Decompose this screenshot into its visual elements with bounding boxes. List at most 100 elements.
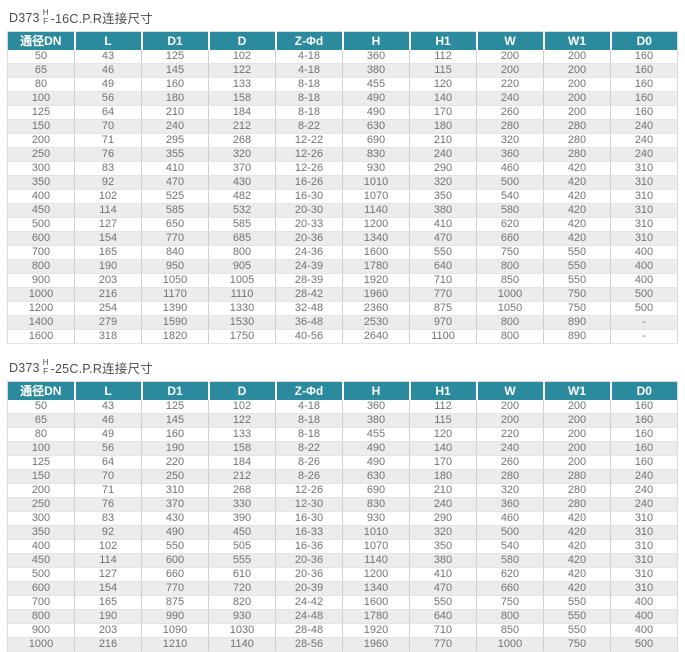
table-row: 1400 279 1590 1530 36-48 2530 970 800 890- bbox=[7, 315, 678, 330]
table-cell: 770 bbox=[409, 287, 477, 302]
table-cell: 240 bbox=[610, 469, 678, 484]
table-cell: 160 bbox=[610, 413, 678, 428]
table-cell: 145 bbox=[141, 63, 209, 78]
table-cell: 180 bbox=[409, 469, 477, 484]
table-cell: 56 bbox=[74, 91, 142, 106]
table-cell: 240 bbox=[610, 483, 678, 498]
table-cell: 1090 bbox=[141, 623, 209, 638]
table-row: 450 114 600 555 20-36 1140 380 580 420 310 bbox=[7, 553, 678, 568]
table-cell: 254 bbox=[74, 301, 142, 316]
table-cell: 133 bbox=[208, 77, 276, 92]
table-cell: 268 bbox=[208, 483, 276, 498]
table-cell: 49 bbox=[74, 427, 142, 442]
table-row: 500 127 660 610 20-36 1200 410 620 420 310 bbox=[7, 567, 678, 582]
table-cell: 158 bbox=[208, 91, 276, 106]
table-cell: 450 bbox=[7, 203, 75, 218]
table-cell: 279 bbox=[74, 315, 142, 330]
table-row: 1000 216 1210 1140 28-56 1960 770 1000 750 500 bbox=[7, 637, 678, 652]
table-cell: 1920 bbox=[342, 623, 410, 638]
title-suffix-text: -25C.P.R连接尺寸 bbox=[50, 362, 153, 376]
table-cell: 24-42 bbox=[275, 595, 343, 610]
table-row: 350 92 490 450 16-33 1010 320 500 420 310 bbox=[7, 525, 678, 540]
table-cell: 210 bbox=[141, 105, 209, 120]
table-cell: 43 bbox=[74, 50, 142, 64]
table-cell: 280 bbox=[476, 119, 544, 134]
table-cell: 830 bbox=[342, 497, 410, 512]
table-cell: 102 bbox=[74, 189, 142, 204]
table-cell: 650 bbox=[141, 217, 209, 232]
table-cell: 525 bbox=[141, 189, 209, 204]
table-cell: 200 bbox=[543, 427, 611, 442]
table-cell: 170 bbox=[409, 455, 477, 470]
table-cell: 260 bbox=[476, 105, 544, 120]
table-cell: 640 bbox=[409, 609, 477, 624]
table-cell: 1750 bbox=[208, 329, 276, 344]
table-row: 700 165 840 800 24-36 1600 550 750 550 400 bbox=[7, 245, 678, 260]
table-cell: 1170 bbox=[141, 287, 209, 302]
table-cell: 550 bbox=[543, 273, 611, 288]
table-cell: 76 bbox=[74, 147, 142, 162]
table-cell: 1820 bbox=[141, 329, 209, 344]
table-cell: 400 bbox=[7, 189, 75, 204]
table-cell: 150 bbox=[7, 469, 75, 484]
table-cell: 240 bbox=[610, 133, 678, 148]
table-cell: 200 bbox=[543, 91, 611, 106]
table-cell: 1000 bbox=[476, 637, 544, 652]
table-cell: 4-18 bbox=[275, 50, 343, 64]
table-row: 200 71 310 268 12-26 690 210 320 280 240 bbox=[7, 483, 678, 498]
table-cell: 610 bbox=[208, 567, 276, 582]
table-cell: 470 bbox=[141, 175, 209, 190]
table-row: 900 203 1090 1030 28-48 1920 710 850 550 400 bbox=[7, 623, 678, 638]
column-header: Z-Φd bbox=[274, 381, 343, 400]
table-cell: 470 bbox=[409, 231, 477, 246]
table-cell: 350 bbox=[7, 525, 75, 540]
table-cell: 370 bbox=[141, 497, 209, 512]
table-cell: 600 bbox=[141, 553, 209, 568]
table-cell: 890 bbox=[543, 315, 611, 330]
table-cell: 500 bbox=[610, 301, 678, 316]
table-cell: 250 bbox=[7, 147, 75, 162]
table-cell: 16-33 bbox=[275, 525, 343, 540]
table-cell: 1390 bbox=[141, 301, 209, 316]
table-cell: 8-22 bbox=[275, 441, 343, 456]
table-cell: 300 bbox=[7, 161, 75, 176]
table-cell: 8-18 bbox=[275, 105, 343, 120]
table-row: 65 46 145 122 4-18 380 115 200 200 160 bbox=[7, 63, 678, 78]
table-cell: 200 bbox=[476, 50, 544, 64]
table-cell: 180 bbox=[141, 91, 209, 106]
table-cell: 280 bbox=[543, 483, 611, 498]
table-row: 125 64 220 184 8-26 490 170 260 200 160 bbox=[7, 455, 678, 470]
table-cell: 875 bbox=[141, 595, 209, 610]
table-cell: 49 bbox=[74, 77, 142, 92]
table-cell: 800 bbox=[476, 315, 544, 330]
table-cell: 290 bbox=[409, 161, 477, 176]
table-cell: 160 bbox=[610, 50, 678, 64]
table-cell: 770 bbox=[409, 637, 477, 652]
table-cell: 320 bbox=[409, 175, 477, 190]
table-cell: 100 bbox=[7, 441, 75, 456]
table-cell: 200 bbox=[7, 133, 75, 148]
table-row: 1200 254 1390 1330 32-48 2360 875 1050 750 500 bbox=[7, 301, 678, 316]
table-cell: 420 bbox=[543, 553, 611, 568]
table-cell: 550 bbox=[409, 245, 477, 260]
table-cell: 200 bbox=[543, 400, 611, 414]
table-cell: 420 bbox=[543, 567, 611, 582]
table-cell: 660 bbox=[476, 231, 544, 246]
table-cell: 43 bbox=[74, 400, 142, 414]
table-cell: 555 bbox=[208, 553, 276, 568]
table-cell: 145 bbox=[141, 413, 209, 428]
table-row: 50 43 125 102 4-18 360 112 200 200 160 bbox=[7, 50, 678, 64]
column-header: W bbox=[475, 31, 544, 50]
table-cell: 710 bbox=[409, 623, 477, 638]
table-cell: 800 bbox=[476, 609, 544, 624]
table-cell: 320 bbox=[409, 525, 477, 540]
column-header: H1 bbox=[408, 381, 477, 400]
table-cell: 210 bbox=[409, 133, 477, 148]
table-row: 400 102 525 482 16-30 1070 350 540 420 310 bbox=[7, 189, 678, 204]
table-cell: 112 bbox=[409, 400, 477, 414]
table-cell: 220 bbox=[476, 427, 544, 442]
table-cell: 800 bbox=[208, 245, 276, 260]
table-cell: 133 bbox=[208, 427, 276, 442]
title-sub: F bbox=[43, 16, 49, 26]
dimension-table-pn25: 通径DN L D1 D Z-Φd H H1 W W1 D0 50 43 125 102 4-18 360 11… bbox=[7, 381, 678, 652]
